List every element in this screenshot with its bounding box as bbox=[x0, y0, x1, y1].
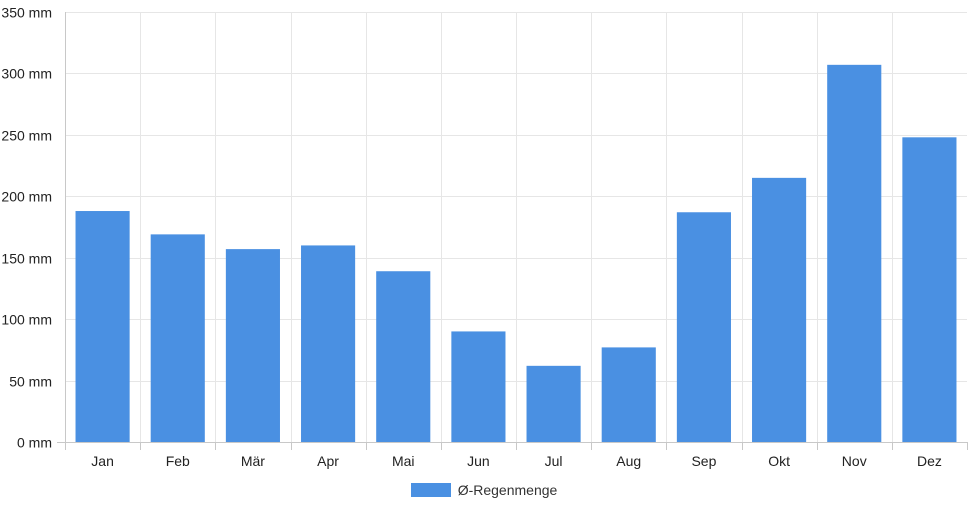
y-tick-label: 300 mm bbox=[1, 66, 52, 82]
y-tick-label: 350 mm bbox=[1, 5, 52, 21]
bar-Dez[interactable] bbox=[902, 137, 957, 443]
x-tick-label: Mär bbox=[241, 453, 265, 469]
bar-Jun[interactable] bbox=[451, 331, 506, 442]
y-tick-label: 200 mm bbox=[1, 189, 52, 205]
bar-Jul[interactable] bbox=[526, 365, 581, 442]
legend-swatch bbox=[410, 483, 451, 497]
bar-Okt[interactable] bbox=[752, 177, 807, 442]
y-tick-label: 50 mm bbox=[9, 374, 52, 390]
bar-Jan[interactable] bbox=[75, 211, 130, 442]
grid bbox=[65, 12, 967, 442]
x-axis-tick-labels: Jan Feb Mär Apr Mai Jun Jul Aug Sep Okt Nov Dez bbox=[91, 453, 942, 469]
bar-Aug[interactable] bbox=[601, 347, 656, 442]
x-tick-label: Feb bbox=[166, 453, 190, 469]
x-tick-label: Aug bbox=[616, 453, 641, 469]
y-axis-tick-labels: 0 mm 50 mm 100 mm 150 mm 200 mm 250 mm 300 mm 3… bbox=[1, 5, 52, 451]
bar-Mai[interactable] bbox=[376, 271, 431, 442]
y-tick-label: 100 mm bbox=[1, 312, 52, 328]
y-tick-label: 0 mm bbox=[17, 435, 52, 451]
bar-Sep[interactable] bbox=[676, 212, 731, 442]
bar-Mär[interactable] bbox=[225, 249, 280, 442]
x-tick-label: Apr bbox=[317, 453, 339, 469]
x-tick-label: Sep bbox=[691, 453, 716, 469]
legend-label: Ø-Regenmenge bbox=[457, 482, 558, 498]
x-tick-label: Jun bbox=[467, 453, 490, 469]
y-tick-label: 150 mm bbox=[1, 251, 52, 267]
bars bbox=[75, 64, 957, 443]
bar-Feb[interactable] bbox=[150, 234, 205, 442]
x-tick-label: Nov bbox=[842, 453, 867, 469]
legend[interactable]: Ø-Regenmenge bbox=[0, 480, 968, 500]
y-tick-label: 250 mm bbox=[1, 128, 52, 144]
bar-Apr[interactable] bbox=[301, 245, 356, 442]
x-tick-label: Okt bbox=[768, 453, 790, 469]
x-tick-label: Jan bbox=[91, 453, 114, 469]
bar-Nov[interactable] bbox=[827, 64, 882, 442]
x-tick-label: Dez bbox=[917, 453, 942, 469]
x-tick-label: Mai bbox=[392, 453, 415, 469]
x-tick-label: Jul bbox=[545, 453, 563, 469]
